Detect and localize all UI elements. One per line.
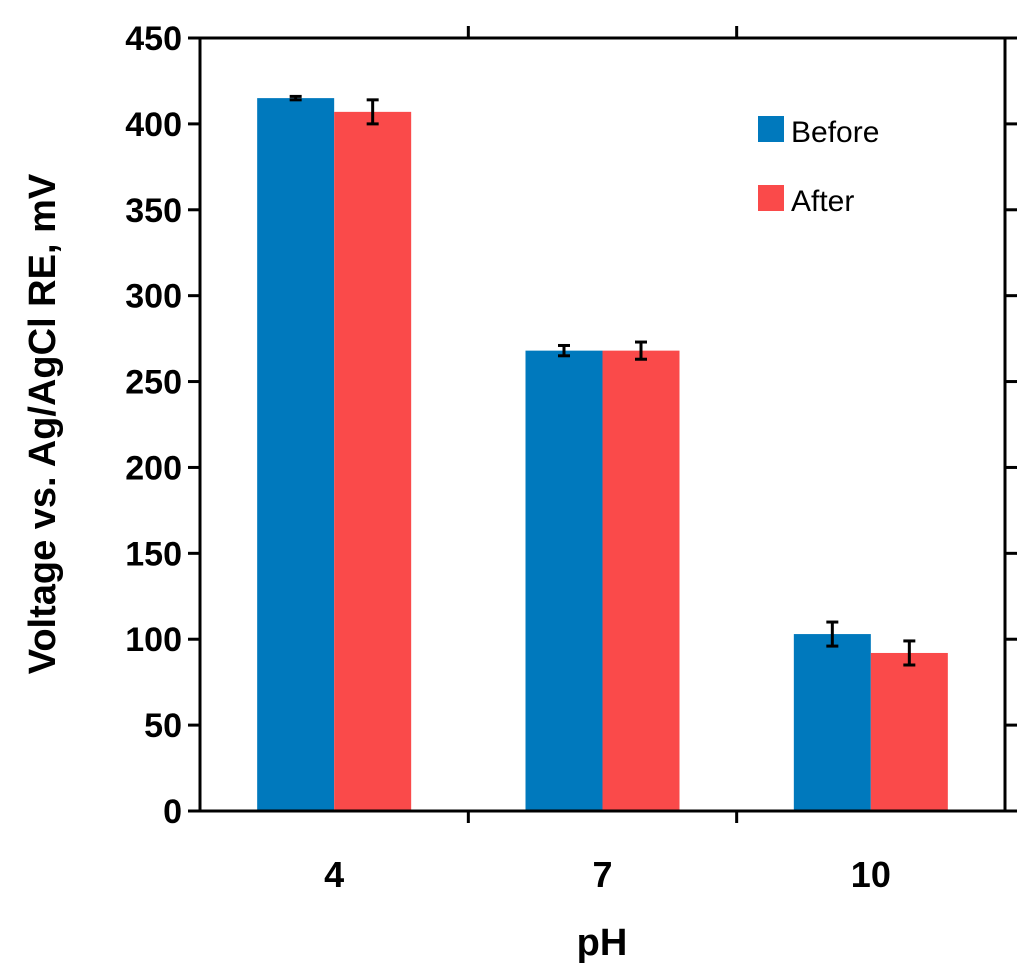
y-tick-label-300: 300 (125, 278, 182, 316)
error-bars-layer (289, 94, 916, 667)
legend-swatch-before (758, 116, 784, 142)
bars-layer (257, 98, 948, 812)
x-tick-label-7: 7 (592, 854, 612, 895)
x-tick-label-10: 10 (851, 854, 891, 895)
y-tick-label-250: 250 (125, 364, 182, 402)
bar-after-ph-10 (870, 652, 948, 811)
y-tick-label-400: 400 (125, 106, 182, 144)
x-axis-title: pH (577, 922, 628, 964)
legend-swatch-after (758, 185, 784, 211)
error-bar-before-ph-7 (558, 343, 570, 358)
error-bar-after-ph-10 (903, 639, 916, 667)
y-tick-label-350: 350 (125, 192, 182, 230)
error-bar-before-ph-4 (289, 94, 302, 102)
bar-before-ph-7 (525, 350, 603, 811)
y-tick-label-150: 150 (125, 535, 182, 573)
legend-label-before: Before (791, 116, 879, 149)
ticks-layer (188, 26, 1017, 823)
bar-after-ph-7 (602, 350, 680, 811)
legend: Before After (758, 116, 879, 218)
y-tick-label-0: 0 (163, 793, 182, 831)
y-tick-label-50: 50 (144, 707, 182, 745)
error-bar-after-ph-4 (366, 98, 379, 126)
y-tick-label-200: 200 (125, 449, 182, 487)
y-tick-label-100: 100 (125, 621, 182, 659)
error-bar-after-ph-7 (635, 340, 647, 361)
bar-after-ph-4 (334, 111, 412, 811)
bar-before-ph-4 (257, 98, 335, 812)
x-tick-label-4: 4 (324, 854, 344, 895)
y-tick-label-450: 450 (125, 20, 182, 58)
y-axis-title: Voltage vs. Ag/AgCl RE, mV (22, 173, 64, 674)
error-bar-before-ph-10 (826, 620, 839, 648)
legend-label-after: After (791, 185, 854, 218)
plot-frame (198, 36, 1007, 813)
bar-before-ph-10 (793, 634, 871, 811)
